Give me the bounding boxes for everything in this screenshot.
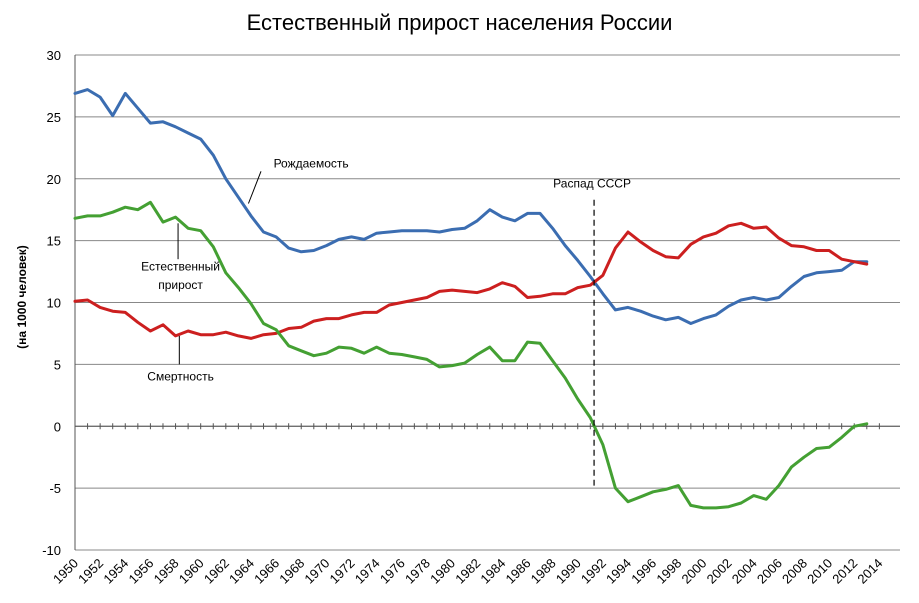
x-tick-label: 1976 bbox=[377, 556, 408, 587]
x-tick-label: 1978 bbox=[402, 556, 433, 587]
y-tick-label: 15 bbox=[47, 234, 61, 249]
series-line-birth-rate bbox=[73, 88, 869, 325]
birth-rate-leader bbox=[247, 171, 262, 204]
ussr-dissolution-label: Распад СССР bbox=[553, 176, 631, 190]
y-tick-labels: 30 25 20 15 10 5 0 -5 -10 bbox=[42, 48, 61, 558]
x-tick-label: 1994 bbox=[603, 556, 634, 587]
y-tick-label: 20 bbox=[47, 172, 61, 187]
x-tick-label: 1992 bbox=[578, 556, 609, 587]
x-tick-label: 1962 bbox=[201, 556, 232, 587]
y-tick-label: 25 bbox=[47, 110, 61, 125]
x-tick-label: 1984 bbox=[477, 556, 508, 587]
x-tick-label: 1960 bbox=[176, 556, 207, 587]
x-tick-label: 1982 bbox=[452, 556, 483, 587]
y-tick-label: 0 bbox=[54, 419, 61, 434]
x-tick-label: 1954 bbox=[100, 556, 131, 587]
x-tick-label: 1956 bbox=[125, 556, 156, 587]
x-tick-label: 1986 bbox=[503, 556, 534, 587]
natural-increase-label-line2: прирост bbox=[158, 278, 203, 292]
x-tick-label: 2000 bbox=[678, 556, 709, 587]
annotations: Распад СССР Рождаемость Естественный прирос… bbox=[141, 157, 631, 486]
x-tick-label: 1974 bbox=[352, 556, 383, 587]
y-tick-label: 30 bbox=[47, 48, 61, 63]
series-lines bbox=[73, 88, 869, 510]
x-tick-label: 1966 bbox=[251, 556, 282, 587]
y-tick-label: 5 bbox=[54, 357, 61, 372]
x-tick-label: 1970 bbox=[301, 556, 332, 587]
series-line-death-rate bbox=[73, 221, 869, 340]
x-tick-label: 2012 bbox=[829, 556, 860, 587]
x-tick-label: 1988 bbox=[528, 556, 559, 587]
x-tick-label: 2010 bbox=[804, 556, 835, 587]
x-tick-label: 2002 bbox=[704, 556, 735, 587]
x-tick-label: 1990 bbox=[553, 556, 584, 587]
gridlines bbox=[74, 54, 900, 551]
x-tick-labels: 1950195219541956195819601962196419661968… bbox=[50, 556, 885, 587]
birth-rate-label: Рождаемость bbox=[274, 157, 349, 171]
x-tick-label: 2008 bbox=[779, 556, 810, 587]
natural-increase-label-line1: Естественный bbox=[141, 259, 220, 273]
x-tick-label: 1964 bbox=[226, 556, 257, 587]
x-tick-label: 1972 bbox=[327, 556, 358, 587]
y-tick-label: -5 bbox=[49, 481, 61, 496]
x-tick-label: 1968 bbox=[276, 556, 307, 587]
x-tick-label: 1950 bbox=[50, 556, 81, 587]
x-tick-label: 1998 bbox=[653, 556, 684, 587]
x-tick-label: 2004 bbox=[729, 556, 760, 587]
death-rate-label: Смертность bbox=[147, 369, 214, 383]
x-tick-label: 2014 bbox=[854, 556, 885, 587]
x-tick-label: 1958 bbox=[151, 556, 182, 587]
x-tick-label: 1980 bbox=[427, 556, 458, 587]
x-tick-label: 2006 bbox=[754, 556, 785, 587]
series-line-natural-increase bbox=[73, 200, 869, 510]
x-tick-label: 1996 bbox=[628, 556, 659, 587]
y-tick-label: -10 bbox=[42, 543, 61, 558]
chart-title: Естественный прирост населения России bbox=[246, 10, 673, 35]
x-tick-label: 1952 bbox=[75, 556, 106, 587]
y-tick-label: 10 bbox=[47, 296, 61, 311]
